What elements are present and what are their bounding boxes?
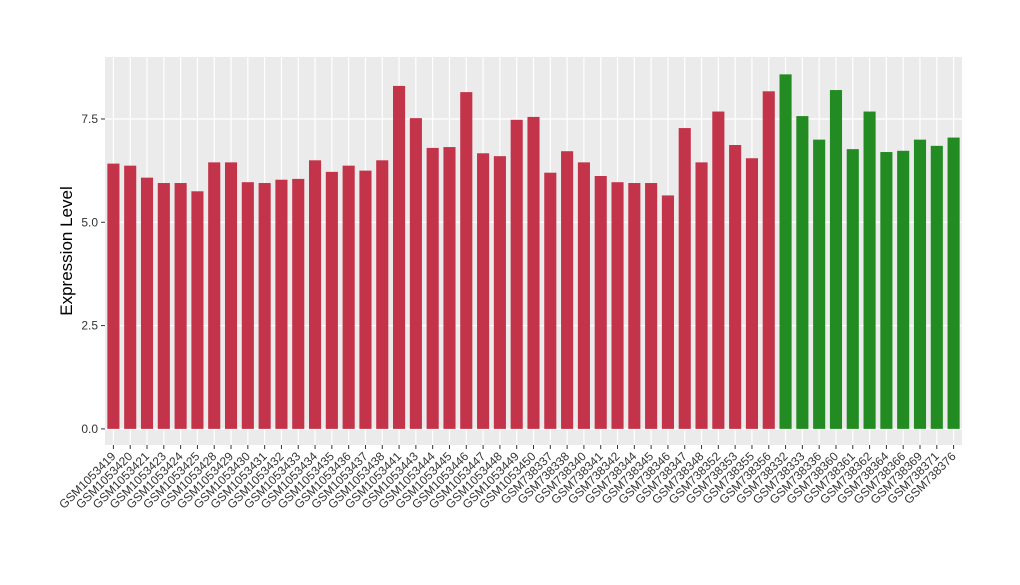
- bar: [208, 162, 221, 429]
- bar: [594, 176, 607, 429]
- bar: [393, 85, 406, 429]
- bar: [863, 111, 876, 429]
- y-axis-title: Expression Level: [57, 186, 76, 315]
- bar: [241, 182, 254, 429]
- y-tick-label: 0.0: [81, 422, 98, 436]
- bar: [745, 158, 759, 429]
- bar: [577, 162, 590, 429]
- bar: [947, 137, 960, 429]
- bar: [729, 145, 742, 429]
- bar: [779, 74, 792, 429]
- bar: [796, 116, 809, 429]
- bar: [829, 90, 843, 429]
- bar: [712, 111, 725, 429]
- bar: [292, 178, 305, 429]
- bar: [493, 156, 506, 429]
- bar: [930, 145, 943, 429]
- bar: [510, 119, 523, 429]
- bar: [124, 165, 137, 429]
- bar: [661, 195, 674, 429]
- bar: [611, 182, 624, 429]
- bar: [645, 183, 658, 429]
- bar: [174, 183, 187, 429]
- bar: [561, 151, 574, 429]
- bar: [409, 118, 422, 429]
- bar: [157, 183, 170, 429]
- bar: [762, 91, 775, 429]
- bar: [846, 149, 859, 429]
- bar: [376, 160, 389, 429]
- bar: [443, 147, 456, 429]
- bar: [107, 163, 120, 429]
- bar: [544, 172, 557, 429]
- bar: [325, 171, 338, 429]
- bar: [695, 162, 708, 429]
- bar: [191, 191, 204, 429]
- bar: [527, 116, 540, 429]
- bar: [913, 139, 927, 429]
- bar: [628, 183, 641, 429]
- bar: [224, 162, 238, 429]
- bar: [813, 139, 826, 429]
- bar: [275, 179, 288, 429]
- bar: [342, 165, 355, 429]
- bar: [460, 92, 473, 429]
- y-tick-label: 5.0: [81, 215, 98, 229]
- bar: [308, 160, 322, 429]
- bar: [359, 170, 372, 429]
- bar: [678, 128, 691, 429]
- bar: [426, 147, 439, 429]
- y-tick-label: 2.5: [81, 319, 98, 333]
- bar: [880, 152, 893, 429]
- bar: [897, 150, 910, 429]
- bar: [477, 153, 490, 429]
- bar: [140, 177, 154, 429]
- bar: [258, 183, 271, 429]
- y-tick-label: 7.5: [81, 112, 98, 126]
